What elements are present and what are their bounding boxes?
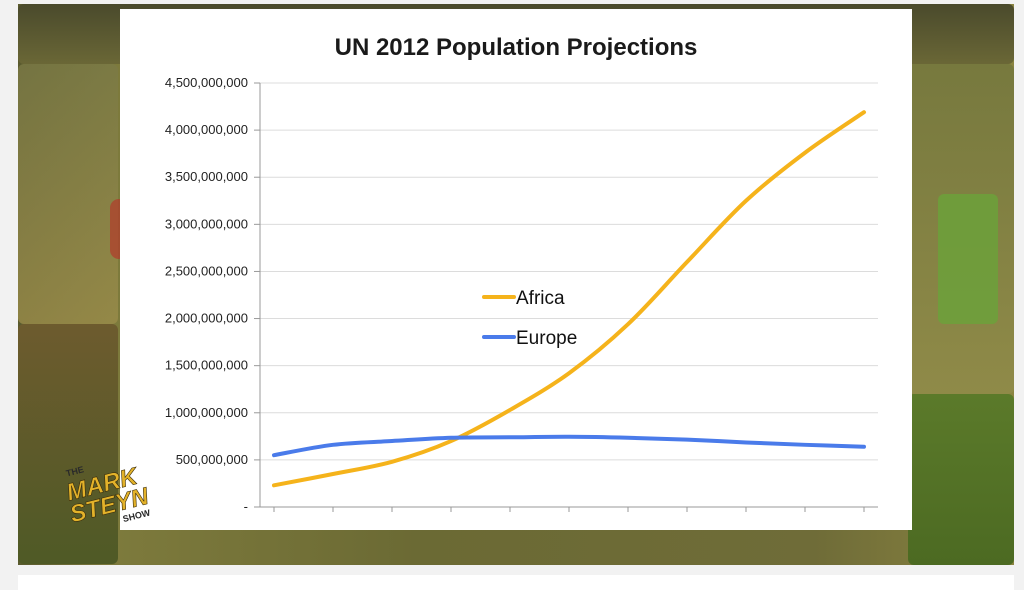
series-line-europe xyxy=(272,434,866,458)
y-tick-label: 2,000,000,000 xyxy=(165,311,248,326)
x-tick-label: 2040 xyxy=(609,528,647,530)
line-chart: UN 2012 Population Projections - 500,000,… xyxy=(165,34,883,530)
background-left xyxy=(18,64,118,324)
x-tick-label: 1950 xyxy=(255,528,293,530)
background-left-lower xyxy=(18,324,118,564)
axes xyxy=(254,82,878,512)
y-tick-label: 2,500,000,000 xyxy=(165,263,248,278)
logo-text-the: THE xyxy=(65,464,85,478)
y-tick-label: 1,500,000,000 xyxy=(165,358,248,373)
y-tick-label: 4,500,000,000 xyxy=(165,75,248,90)
series-lines xyxy=(272,110,866,488)
x-tick-label: 2085 xyxy=(786,528,824,530)
legend-label-europe: Europe xyxy=(516,328,577,349)
x-tick-label: 2100 xyxy=(845,528,883,530)
bottom-bar xyxy=(18,575,1014,590)
background-right-bottom xyxy=(908,394,1014,565)
y-tick-label: - xyxy=(244,499,248,514)
mark-steyn-show-logo: THE MARK STEYN SHOW xyxy=(63,462,152,528)
x-tick-label: 1980 xyxy=(373,528,411,530)
x-axis-tick-labels: 1950 1965 1980 1995 2010 2025 2040 2055 2070 2085… xyxy=(255,528,883,530)
y-tick-label: 500,000,000 xyxy=(176,452,248,467)
legend-label-africa: Africa xyxy=(516,288,565,309)
series-line-africa xyxy=(272,110,866,488)
x-tick-label: 1995 xyxy=(432,528,470,530)
y-tick-label: 3,500,000,000 xyxy=(165,169,248,184)
x-tick-label: 2055 xyxy=(668,528,706,530)
y-tick-label: 3,000,000,000 xyxy=(165,216,248,231)
chart-title: UN 2012 Population Projections xyxy=(335,34,698,61)
grid-lines xyxy=(260,82,878,461)
y-axis-tick-labels: - 500,000,000 1,000,000,000 1,500,000,000 2,… xyxy=(165,75,248,514)
y-tick-label: 4,000,000,000 xyxy=(165,122,248,137)
x-tick-label: 2070 xyxy=(727,528,765,530)
background-right-green xyxy=(938,194,998,324)
legend: Africa Europe xyxy=(482,288,577,349)
x-tick-label: 2025 xyxy=(550,528,588,530)
x-tick-label: 2010 xyxy=(491,528,529,530)
x-tick-label: 1965 xyxy=(314,528,352,530)
chart-slide: UN 2012 Population Projections - 500,000,… xyxy=(120,9,912,530)
y-tick-label: 1,000,000,000 xyxy=(165,405,248,420)
